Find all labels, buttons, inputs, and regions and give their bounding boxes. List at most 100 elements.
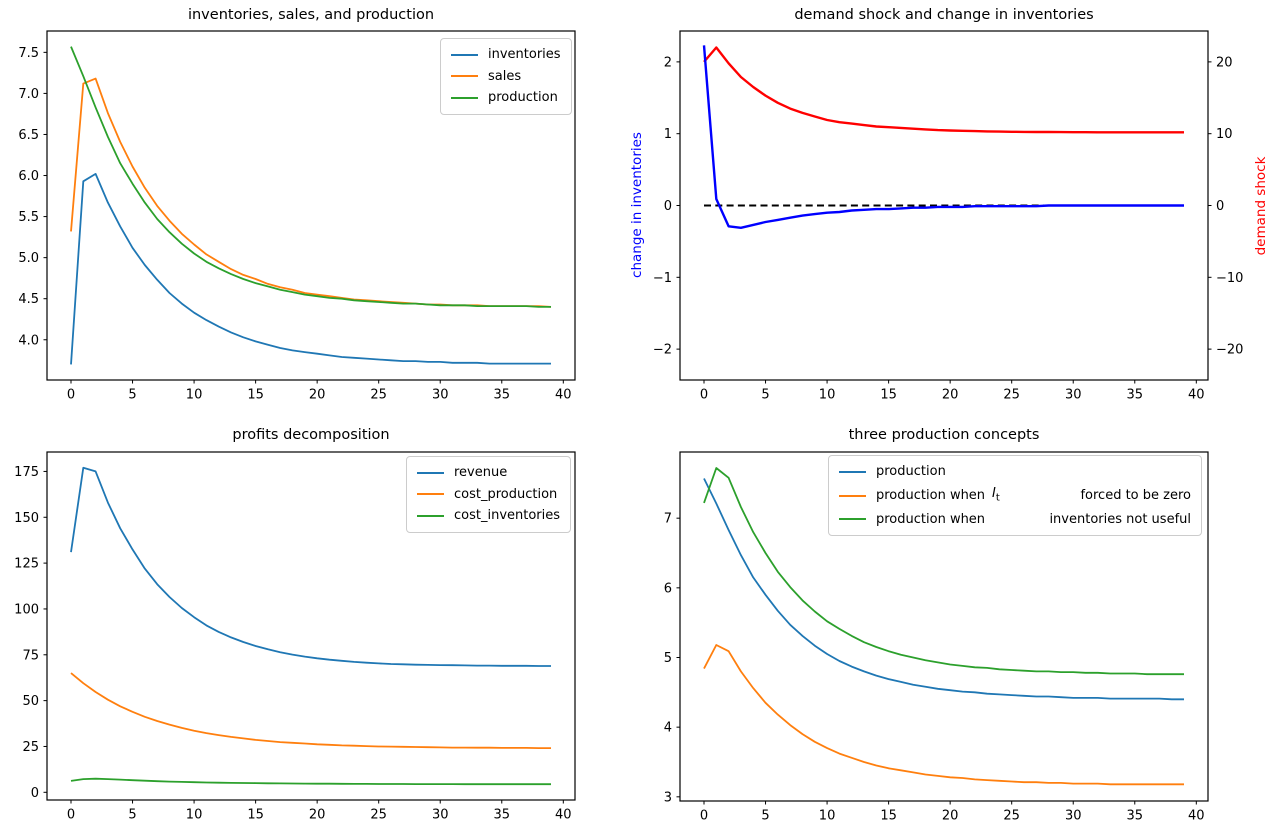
series-cost-production bbox=[70, 672, 551, 749]
y-tick-label-right: 20 bbox=[1216, 55, 1233, 70]
legend-label: revenue bbox=[454, 465, 508, 480]
x-tick-label: 5 bbox=[128, 808, 136, 823]
x-tick-label: 0 bbox=[700, 809, 708, 824]
y-tick-label: 0 bbox=[664, 199, 672, 214]
y-tick-label: 125 bbox=[14, 557, 39, 572]
y-tick-label: −2 bbox=[653, 343, 672, 358]
legend-line-sample bbox=[839, 494, 866, 497]
x-tick-label: 10 bbox=[819, 809, 836, 824]
series-cost-inventories bbox=[70, 777, 551, 786]
legend-line-sample bbox=[839, 518, 866, 521]
legend-label: sales bbox=[488, 68, 522, 84]
x-tick-label: 30 bbox=[432, 388, 449, 403]
series-production bbox=[70, 46, 551, 308]
panel-title-profits-decomposition: profits decomposition bbox=[232, 427, 390, 443]
x-tick-label: 25 bbox=[1003, 388, 1020, 403]
panel-title-three-production-concepts: three production concepts bbox=[848, 427, 1040, 443]
y-tick-label: 5.0 bbox=[18, 251, 39, 266]
y-tick-label: 1 bbox=[664, 127, 672, 142]
x-tick-label: 35 bbox=[493, 388, 510, 403]
legend-line-sample bbox=[417, 493, 444, 496]
x-tick-label: 30 bbox=[432, 808, 449, 823]
legend-inventories-sales-production: inventories sales production bbox=[440, 38, 572, 115]
x-tick-label: 15 bbox=[880, 809, 897, 824]
x-tick-label: 25 bbox=[370, 388, 387, 403]
y-tick-label: 6 bbox=[664, 581, 672, 596]
panel-title-inventories-sales-production: inventories, sales, and production bbox=[187, 7, 435, 23]
axes-frame-inventories-sales-production bbox=[46, 30, 576, 381]
left-y-axis-label: change in inventories bbox=[629, 132, 645, 278]
x-tick-label: 15 bbox=[247, 388, 264, 403]
x-tick-label: 25 bbox=[1003, 809, 1020, 824]
x-tick-label: 20 bbox=[942, 388, 959, 403]
y-tick-label: 7 bbox=[664, 512, 672, 527]
y-tick-label: 25 bbox=[22, 740, 39, 755]
legend-entry: production bbox=[839, 461, 1191, 483]
legend-label: production bbox=[488, 90, 558, 105]
y-tick-label: 3 bbox=[664, 790, 672, 805]
legend-math-symbol: It bbox=[992, 485, 1000, 504]
x-tick-label: 10 bbox=[186, 388, 203, 403]
x-tick-label: 0 bbox=[67, 388, 75, 403]
legend-entry: production bbox=[451, 87, 561, 109]
y-tick-label-right: 0 bbox=[1216, 199, 1224, 214]
x-tick-label: 30 bbox=[1065, 809, 1082, 824]
y-tick-label: 75 bbox=[22, 648, 39, 663]
y-tick-label: 150 bbox=[14, 511, 39, 526]
legend-line-sample bbox=[839, 470, 866, 473]
x-tick-label: 35 bbox=[493, 808, 510, 823]
y-tick-label: 7.5 bbox=[18, 46, 39, 61]
legend-line-sample bbox=[451, 75, 478, 78]
x-tick-label: 15 bbox=[880, 388, 897, 403]
legend-label: production when bbox=[876, 511, 986, 527]
x-tick-label: 25 bbox=[370, 808, 387, 823]
y-tick-label: 5.5 bbox=[18, 210, 39, 225]
legend-label-right: forced to be zero bbox=[1080, 487, 1191, 503]
legend-entry: sales bbox=[451, 66, 561, 88]
x-tick-label: 10 bbox=[819, 388, 836, 403]
x-tick-label: 40 bbox=[1188, 809, 1205, 824]
legend-label: inventories bbox=[488, 47, 561, 62]
series-change-in-inventories bbox=[702, 45, 1184, 230]
y-tick-label: 100 bbox=[14, 602, 39, 617]
y-tick-label: 175 bbox=[14, 465, 39, 480]
y-tick-label: 6.0 bbox=[18, 169, 39, 184]
x-tick-label: 40 bbox=[1188, 388, 1205, 403]
x-tick-label: 35 bbox=[1126, 388, 1143, 403]
legend-label-right: inventories not useful bbox=[1049, 511, 1191, 527]
y-tick-label: −1 bbox=[653, 271, 672, 286]
x-tick-label: 30 bbox=[1065, 388, 1082, 403]
panel-title-demand-shock: demand shock and change in inventories bbox=[794, 7, 1094, 23]
axes-frame-demand-shock-change-in-inventories bbox=[679, 30, 1209, 381]
series-production-when-i-t-forced-to-be-zero bbox=[703, 644, 1184, 786]
series-revenue bbox=[70, 466, 551, 667]
legend-entry: cost_production bbox=[417, 484, 560, 506]
y-tick-label: 4 bbox=[664, 721, 672, 736]
y-tick-label: 2 bbox=[664, 55, 672, 70]
x-tick-label: 5 bbox=[761, 388, 769, 403]
y-tick-label: 7.0 bbox=[18, 87, 39, 102]
series-production bbox=[703, 478, 1184, 701]
axes-frame-profits-decomposition bbox=[46, 451, 576, 801]
right-y-axis-label: demand shock bbox=[1253, 156, 1269, 256]
y-tick-label: 5 bbox=[664, 651, 672, 666]
x-tick-label: 20 bbox=[309, 808, 326, 823]
legend-label: production when bbox=[876, 487, 986, 503]
y-tick-label-right: −10 bbox=[1216, 271, 1243, 286]
series-demand-shock bbox=[703, 46, 1184, 134]
x-tick-label: 5 bbox=[761, 809, 769, 824]
legend-entry: cost_inventories bbox=[417, 505, 560, 527]
legend-label: cost_inventories bbox=[454, 508, 561, 523]
legend-line-sample bbox=[451, 96, 478, 99]
x-tick-label: 35 bbox=[1126, 809, 1143, 824]
y-tick-label: 4.0 bbox=[18, 333, 39, 348]
y-tick-label: 6.5 bbox=[18, 128, 39, 143]
y-tick-label-right: 10 bbox=[1216, 127, 1233, 142]
legend-label: production bbox=[876, 464, 946, 479]
legend-profits-decomposition: revenue cost_production cost_inventories bbox=[406, 456, 572, 533]
legend-three-production-concepts: production production when It forced to be … bbox=[828, 455, 1202, 537]
legend-entry: inventories bbox=[451, 44, 561, 66]
x-tick-label: 20 bbox=[942, 809, 959, 824]
